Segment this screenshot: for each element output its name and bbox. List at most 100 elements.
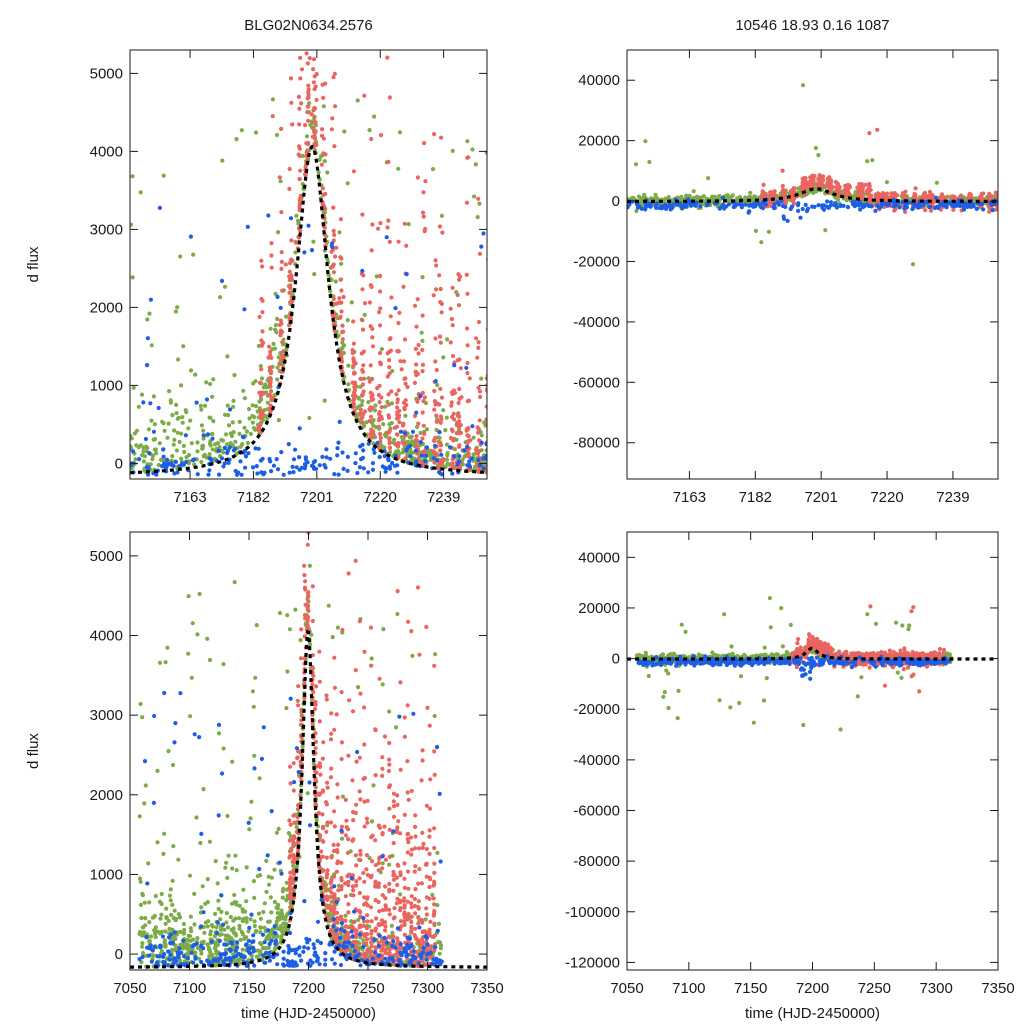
green-data-point bbox=[232, 892, 237, 898]
red-data-point bbox=[351, 893, 356, 898]
red-data-point bbox=[422, 395, 427, 400]
green-data-point bbox=[314, 818, 319, 823]
red-data-point bbox=[459, 395, 464, 400]
green-data-point bbox=[246, 406, 252, 412]
green-data-point bbox=[168, 898, 173, 903]
green-data-point bbox=[170, 413, 175, 418]
red-data-point bbox=[467, 376, 472, 381]
red-data-point bbox=[387, 349, 392, 354]
red-data-point bbox=[373, 945, 378, 950]
green-data-point bbox=[187, 873, 193, 878]
green-data-point bbox=[281, 921, 286, 926]
red-data-point bbox=[439, 395, 445, 400]
green-data-point bbox=[345, 181, 350, 186]
blue-data-point bbox=[145, 336, 150, 341]
red-data-point bbox=[360, 327, 366, 332]
red-data-point bbox=[432, 407, 437, 412]
blue-data-point bbox=[332, 472, 337, 477]
red-data-point bbox=[929, 208, 934, 213]
red-data-point bbox=[343, 881, 348, 886]
red-data-point bbox=[385, 225, 390, 230]
blue-data-point bbox=[239, 472, 244, 477]
red-data-point bbox=[297, 197, 302, 202]
green-data-point bbox=[253, 130, 259, 135]
green-data-point bbox=[276, 418, 281, 423]
green-data-point bbox=[293, 250, 298, 255]
red-data-point bbox=[450, 323, 455, 328]
red-data-point bbox=[332, 144, 337, 149]
blue-data-point bbox=[274, 457, 279, 462]
green-data-point bbox=[436, 435, 441, 440]
green-data-point bbox=[265, 415, 270, 421]
panel-bottom-left: 7050 7100 7150 7200 7250 7300 7350010002000300… bbox=[25, 531, 504, 1022]
blue-data-point bbox=[361, 448, 366, 453]
red-data-point bbox=[329, 927, 334, 932]
red-data-point bbox=[468, 438, 473, 443]
green-data-point bbox=[195, 440, 200, 445]
green-data-point bbox=[225, 403, 230, 408]
red-data-point bbox=[297, 146, 302, 151]
red-data-point bbox=[402, 359, 407, 364]
green-data-point bbox=[258, 949, 263, 954]
blue-data-point bbox=[861, 203, 866, 208]
red-data-point bbox=[346, 571, 351, 576]
blue-data-point bbox=[873, 208, 878, 213]
green-data-point bbox=[193, 372, 198, 377]
red-data-point bbox=[421, 423, 426, 428]
green-data-point bbox=[161, 851, 166, 857]
y-tick-label: 5000 bbox=[90, 65, 123, 82]
blue-data-point bbox=[431, 456, 436, 461]
red-data-point bbox=[256, 425, 261, 430]
green-data-point bbox=[130, 275, 135, 280]
green-data-point bbox=[193, 950, 198, 955]
red-data-point bbox=[302, 656, 308, 661]
red-data-point bbox=[302, 573, 307, 578]
green-data-point bbox=[199, 459, 204, 465]
blue-data-point bbox=[330, 241, 335, 246]
blue-data-point bbox=[353, 451, 358, 456]
blue-data-point bbox=[424, 445, 430, 450]
blue-data-point bbox=[635, 202, 640, 207]
red-data-point bbox=[890, 193, 895, 198]
red-data-point bbox=[354, 930, 359, 935]
green-data-point bbox=[305, 791, 310, 796]
green-data-point bbox=[237, 926, 242, 931]
blue-data-point bbox=[419, 453, 424, 458]
green-data-point bbox=[445, 337, 450, 342]
blue-data-point bbox=[828, 200, 834, 205]
red-data-point bbox=[339, 947, 344, 952]
green-data-point bbox=[252, 753, 257, 758]
red-data-point bbox=[298, 228, 303, 233]
green-data-point bbox=[262, 901, 267, 906]
red-data-point bbox=[352, 393, 358, 398]
red-data-point bbox=[396, 239, 401, 244]
green-data-point bbox=[188, 418, 193, 423]
green-data-point bbox=[176, 357, 181, 362]
green-data-point bbox=[221, 450, 226, 455]
red-data-point bbox=[339, 300, 344, 305]
green-data-point bbox=[163, 660, 168, 665]
red-data-point bbox=[487, 401, 491, 405]
red-data-point bbox=[439, 310, 444, 315]
red-data-point bbox=[310, 584, 315, 589]
green-data-point bbox=[151, 394, 156, 399]
red-data-point bbox=[421, 190, 426, 195]
x-tick-label: 7239 bbox=[427, 489, 460, 506]
blue-data-point bbox=[340, 450, 345, 455]
red-data-point bbox=[291, 868, 296, 873]
green-data-point bbox=[152, 447, 157, 452]
red-data-point bbox=[321, 740, 326, 745]
green-data-point bbox=[152, 422, 157, 427]
red-data-point bbox=[258, 393, 263, 399]
blue-data-point bbox=[372, 450, 377, 455]
red-data-point bbox=[297, 106, 302, 111]
green-data-point bbox=[201, 436, 206, 441]
green-data-point bbox=[225, 875, 230, 881]
red-data-point bbox=[266, 355, 271, 360]
blue-data-point bbox=[184, 459, 189, 464]
green-data-point bbox=[437, 951, 442, 956]
green-data-point bbox=[273, 291, 278, 296]
red-data-point bbox=[476, 196, 481, 201]
red-data-point bbox=[802, 182, 808, 188]
green-data-point bbox=[231, 430, 236, 435]
